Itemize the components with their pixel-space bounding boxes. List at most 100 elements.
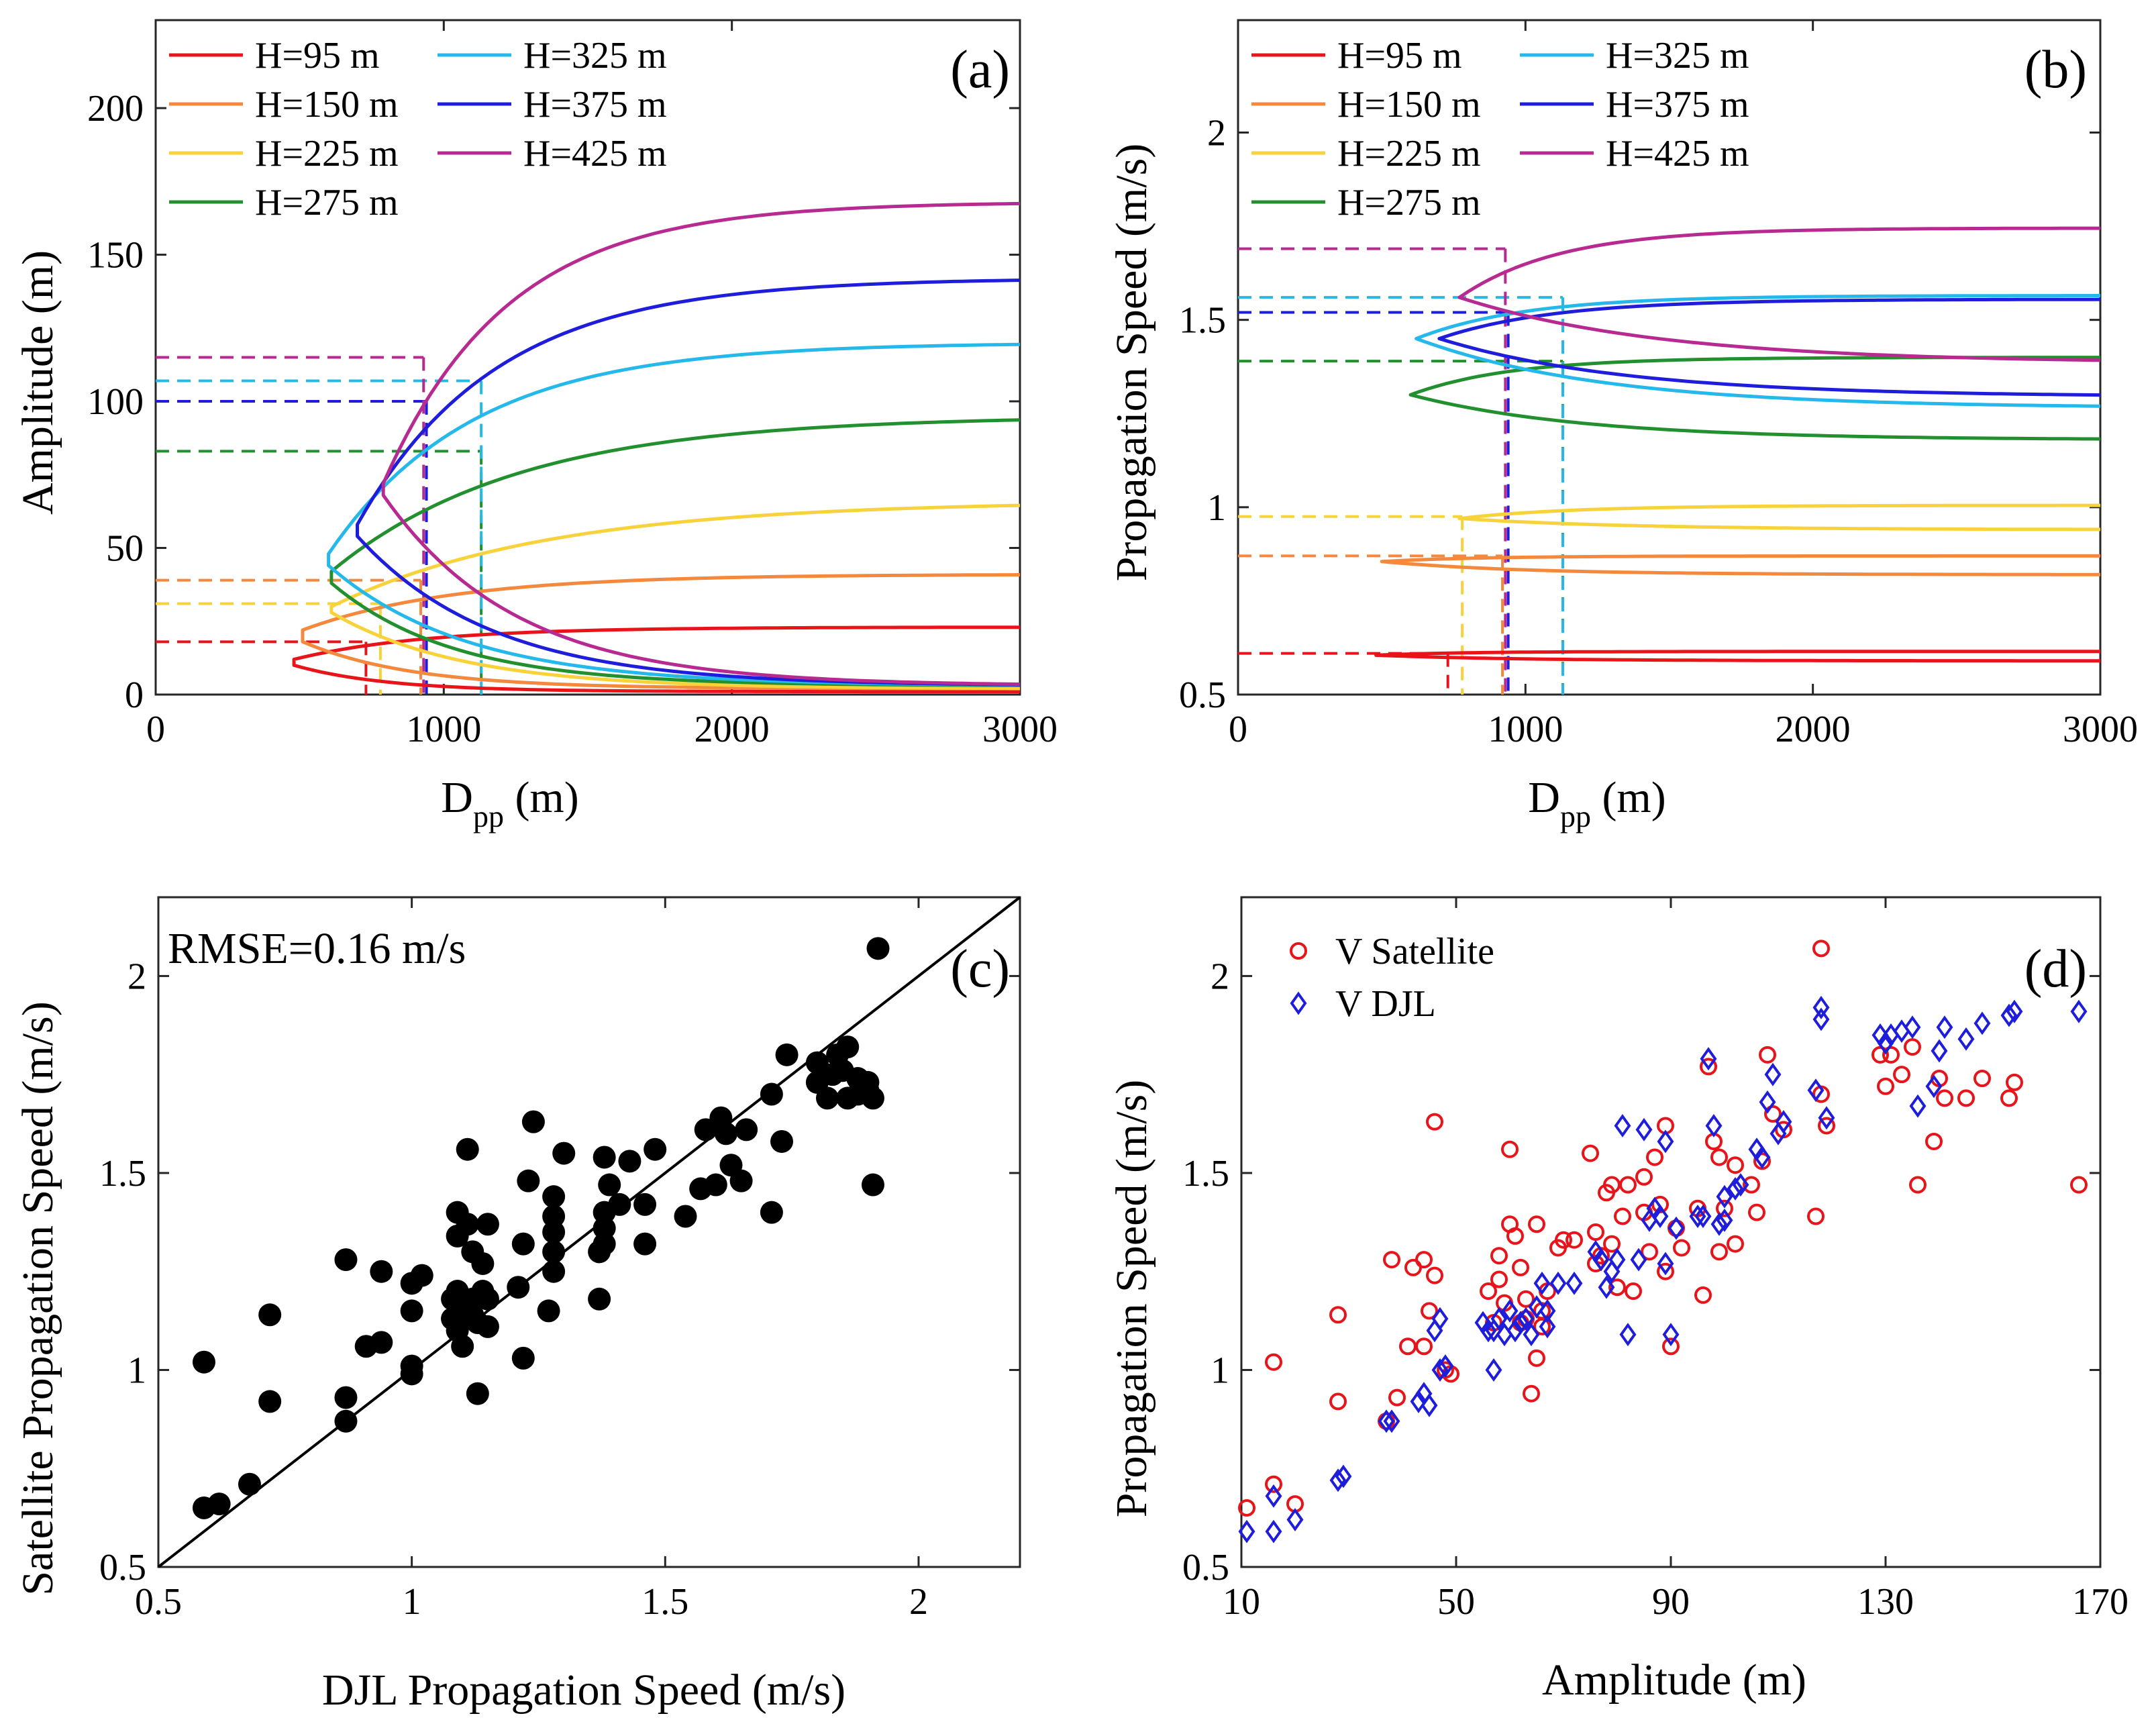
series-line	[1374, 650, 2100, 663]
djl-point	[1689, 1205, 1706, 1228]
x-tick-label: 170	[2072, 1581, 2128, 1623]
djl-point	[1807, 1078, 1825, 1103]
data-point	[511, 1232, 535, 1256]
data-point	[451, 1335, 474, 1358]
x-tick-label: 1000	[406, 709, 481, 750]
x-tick-label: 0	[146, 709, 165, 750]
satellite-point	[1426, 1113, 1443, 1131]
legend-label: H=375 m	[523, 84, 667, 125]
y-tick-label: 1	[1207, 487, 1226, 529]
djl-point	[1764, 1062, 1782, 1086]
y-axis-label: Satellite Propagation Speed (m/s)	[13, 1001, 62, 1595]
data-point	[608, 1192, 631, 1216]
y-tick-label: 0	[125, 674, 144, 716]
satellite-point	[1625, 1282, 1642, 1301]
y-tick-label: 150	[87, 235, 144, 276]
x-axis-label: DJL Propagation Speed (m/s)	[322, 1666, 845, 1715]
djl-point	[1410, 1389, 1427, 1413]
satellite-point	[1523, 1384, 1540, 1403]
djl-point	[1667, 1216, 1685, 1240]
djl-point	[1592, 1248, 1610, 1272]
satellite-point	[1764, 1105, 1782, 1123]
djl-point	[1973, 1011, 1991, 1035]
djl-point	[1812, 995, 1830, 1019]
data-point	[552, 1141, 576, 1165]
satellite-point	[1904, 1038, 1921, 1056]
djl-point	[1528, 1295, 1545, 1319]
panel-a-label: (a)	[950, 40, 1010, 99]
satellite-point	[1614, 1207, 1631, 1225]
legend-label: H=375 m	[1606, 84, 1749, 125]
legend-label: H=225 m	[255, 133, 399, 174]
satellite-point	[1582, 1144, 1599, 1162]
djl-point	[1753, 1146, 1771, 1169]
satellite-point	[1748, 1203, 1765, 1221]
satellite-point	[1415, 1337, 1433, 1356]
series-line	[1408, 356, 2101, 441]
curves	[1238, 226, 2101, 695]
data-point	[476, 1213, 499, 1236]
djl-point	[1265, 1484, 1282, 1508]
y-tick-label: 0.5	[99, 1547, 146, 1588]
satellite-point	[1710, 1243, 1728, 1261]
y-tick-label: 0.5	[1182, 1547, 1229, 1588]
satellite-point	[1490, 1247, 1508, 1265]
x-tick-label: 1000	[1488, 709, 1563, 750]
data-point	[334, 1409, 358, 1433]
y-tick-label: 1.5	[1179, 300, 1226, 342]
satellite-point	[1608, 1278, 1626, 1297]
y-axis-label: Propagation Speed (m/s)	[1107, 144, 1156, 582]
legend-label: H=95 m	[1337, 35, 1462, 77]
djl-point	[1431, 1307, 1449, 1331]
djl-point	[1490, 1307, 1508, 1331]
one-to-one-line	[157, 896, 1021, 1568]
x-tick-label: 90	[1652, 1581, 1690, 1623]
djl-point	[1378, 1409, 1395, 1433]
djl-point	[1431, 1358, 1449, 1382]
djl-point	[1904, 1015, 1921, 1039]
legend-label: H=325 m	[523, 35, 667, 77]
data-point	[836, 1035, 860, 1059]
data-point	[735, 1118, 758, 1141]
satellite-point	[1555, 1231, 1572, 1249]
satellite-point	[1673, 1239, 1690, 1257]
x-axis-label: Amplitude (m)	[1542, 1656, 1806, 1705]
legend-a: H=95 m H=150 m H=225 m H=275 m H=325 m H=375 …	[169, 35, 667, 223]
satellite-point	[1265, 1475, 1282, 1493]
satellite-point	[1415, 1251, 1433, 1269]
data-point	[542, 1185, 566, 1209]
data-point	[334, 1248, 358, 1272]
djl-point	[1657, 1252, 1674, 1276]
satellite-point	[1501, 1140, 1519, 1158]
satellite-point	[1812, 940, 1830, 958]
legend-label: H=95 m	[255, 35, 380, 77]
satellite-point	[1716, 1199, 1733, 1217]
data-point	[542, 1221, 566, 1243]
series-line	[1457, 226, 2101, 362]
djl-point	[1265, 1519, 1282, 1543]
x-tick-label: 2000	[695, 709, 770, 750]
djl-point	[1437, 1354, 1454, 1378]
x-tick-label: 2	[909, 1581, 928, 1623]
y-tick-label: 2	[1211, 956, 1229, 997]
djl-point	[1716, 1208, 1733, 1232]
x-tick-label: 2000	[1776, 709, 1851, 750]
djl-point	[1523, 1323, 1540, 1347]
satellite-point	[1743, 1176, 1760, 1194]
panel-d-label: (d)	[2024, 940, 2087, 999]
series-line	[381, 201, 1021, 687]
series-line	[301, 573, 1021, 691]
y-tick-label: 50	[106, 528, 144, 570]
satellite-point	[1925, 1132, 1943, 1150]
satellite-point	[1893, 1066, 1910, 1084]
djl-point	[1635, 1117, 1653, 1141]
satellite-point	[1646, 1148, 1663, 1166]
rmse-annotation: RMSE=0.16 m/s	[168, 924, 466, 973]
y-tick-label: 1	[127, 1350, 146, 1391]
legend-label: H=425 m	[1606, 133, 1749, 174]
x-tick-label: 1.5	[641, 1581, 688, 1623]
data-point	[704, 1173, 727, 1197]
satellite-point	[1936, 1089, 1953, 1107]
djl-point	[1727, 1176, 1744, 1201]
djl-point	[1775, 1110, 1792, 1134]
